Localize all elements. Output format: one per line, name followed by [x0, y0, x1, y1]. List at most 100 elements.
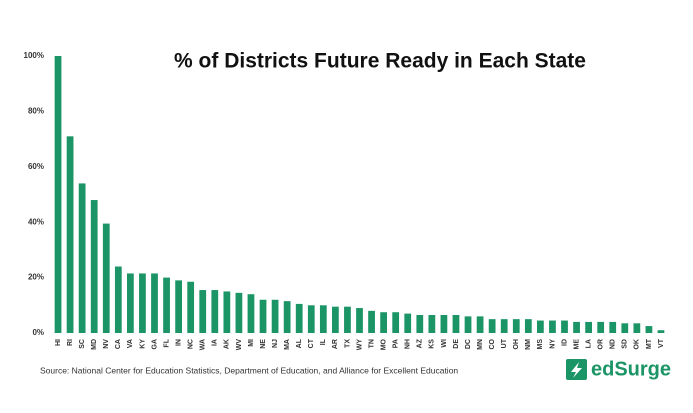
x-tick-label: ND: [610, 339, 617, 349]
bar: [621, 323, 629, 333]
x-tick-label: CA: [115, 339, 122, 349]
x-tick-label: MT: [646, 338, 653, 349]
x-tick-label: AL: [296, 338, 303, 348]
x-tick-label: KS: [429, 339, 436, 349]
bar: [404, 313, 412, 333]
x-tick-label: VT: [658, 338, 665, 348]
x-tick-label: MD: [91, 339, 98, 350]
bar: [114, 266, 122, 333]
bar: [175, 280, 182, 333]
bar: [211, 290, 219, 333]
x-tick-label: HI: [55, 339, 62, 346]
x-tick-label: NC: [188, 339, 195, 349]
logo-bolt: [571, 362, 582, 378]
x-tick-label: FL: [163, 338, 170, 347]
bar: [549, 320, 556, 333]
y-tick-label: 60%: [28, 162, 44, 171]
bar: [307, 305, 315, 333]
x-tick-label: CO: [489, 338, 496, 349]
bar: [356, 308, 363, 333]
bar: [392, 312, 400, 333]
bar: [151, 273, 158, 333]
bar: [597, 321, 605, 333]
bar: [440, 314, 448, 333]
x-tick-label: CT: [308, 338, 315, 348]
bar: [295, 303, 303, 333]
x-tick-label: UT: [501, 338, 508, 348]
bar: [271, 299, 279, 333]
x-tick-label: MA: [284, 339, 291, 350]
x-tick-label: WA: [200, 339, 207, 350]
x-tick-label: GA: [151, 339, 158, 350]
x-tick-label: NY: [549, 339, 556, 349]
bar: [524, 319, 532, 333]
source-note: Source: National Center for Education St…: [40, 365, 458, 375]
x-tick-label: OR: [598, 339, 605, 350]
x-tick-label: MI: [248, 339, 255, 347]
bar: [609, 321, 617, 333]
bar: [368, 310, 375, 333]
y-tick-label: 20%: [28, 273, 44, 282]
chart-title: % of Districts Future Ready in Each Stat…: [174, 50, 586, 73]
x-tick-label: NH: [405, 339, 412, 349]
bar: [512, 319, 520, 333]
x-tick-label: IN: [175, 339, 182, 346]
bar: [488, 319, 496, 333]
logo-text: edSurge: [591, 358, 671, 380]
x-tick-label: WY: [356, 339, 363, 351]
x-tick-label: RI: [67, 339, 74, 346]
x-tick-label: MN: [477, 339, 484, 350]
x-tick-label: OH: [513, 339, 520, 350]
bar: [127, 273, 134, 333]
x-tick-label: NE: [260, 339, 267, 349]
bar: [428, 314, 436, 333]
bar: [66, 136, 74, 333]
bar: [380, 312, 387, 333]
bar: [573, 321, 580, 333]
bar: [102, 223, 110, 333]
x-tick-label: IA: [212, 339, 219, 346]
x-tick-label: IL: [320, 338, 327, 345]
x-tick-label: TX: [344, 339, 351, 348]
y-tick-label: 100%: [24, 51, 44, 60]
bar: [199, 290, 207, 333]
x-tick-label: VA: [127, 339, 134, 348]
bar: [332, 306, 339, 333]
x-tick-label: PA: [393, 339, 400, 348]
bar: [139, 273, 146, 333]
bar: [476, 316, 484, 333]
bar: [78, 183, 86, 333]
bar: [247, 294, 255, 333]
x-tick-label: ME: [573, 339, 580, 350]
x-tick-label: MO: [380, 338, 387, 350]
x-tick-label: ID: [561, 339, 568, 346]
x-tick-label: AZ: [417, 338, 424, 348]
bar: [416, 314, 424, 333]
x-tick-label: NM: [525, 339, 532, 350]
x-tick-label: NV: [103, 339, 110, 349]
y-tick-label: 80%: [28, 107, 44, 116]
x-tick-label: MS: [537, 339, 544, 350]
bar: [163, 277, 170, 333]
x-tick-label: NJ: [272, 339, 279, 348]
bar: [283, 301, 291, 333]
bar: [452, 314, 460, 333]
bar: [90, 200, 98, 333]
x-tick-label: KY: [139, 339, 146, 349]
x-tick-label: DE: [453, 339, 460, 349]
x-tick-label: SD: [622, 339, 629, 349]
x-tick-label: TN: [368, 339, 375, 348]
x-tick-label: WV: [236, 339, 243, 351]
x-tick-label: AR: [332, 339, 339, 349]
bar: [223, 291, 231, 333]
bar: [54, 56, 62, 333]
x-tick-label: OK: [634, 339, 641, 350]
bar: [344, 306, 351, 333]
bar: [633, 323, 641, 333]
bar: [645, 326, 653, 333]
bar: [500, 319, 508, 333]
bar: [319, 305, 327, 333]
bar: [585, 321, 592, 333]
bar: [561, 320, 568, 333]
x-tick-label: DC: [465, 339, 472, 349]
